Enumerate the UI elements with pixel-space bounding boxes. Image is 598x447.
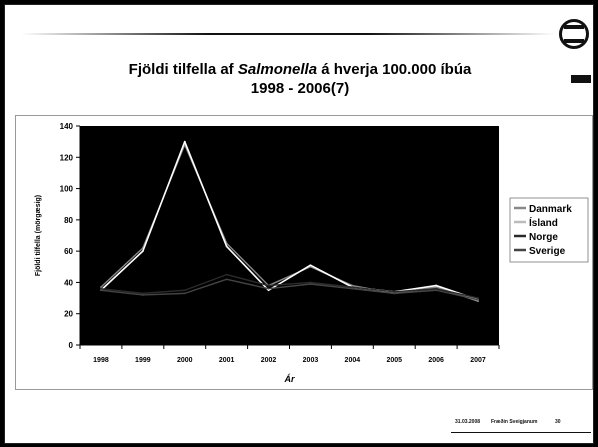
data-point [225,278,228,281]
data-point [267,287,270,290]
data-point [477,297,479,299]
data-point [141,292,144,295]
side-marker [571,75,591,83]
y-tick-label: 140 [60,122,74,131]
data-point [309,264,312,267]
data-point [100,287,102,290]
x-tick-label: 1998 [93,357,109,364]
line-chart: 0 20 40 60 80 100 120 140 1998 1999 2000 2001 2002 20… [35,122,589,384]
footer-date: 31.03.2008 [455,419,481,425]
data-point [141,250,144,253]
circular-logo-icon [559,19,589,49]
data-point [183,140,186,143]
title-part-1: Fjöldi tilfella af [128,61,238,78]
data-point [435,286,438,289]
x-tick-label: 1999 [135,357,151,364]
x-tick-label: 2006 [428,357,444,364]
legend-label: Danmark [529,204,572,215]
data-point [225,245,228,248]
data-point [435,289,438,292]
data-point [351,286,354,289]
y-tick-label: 60 [64,247,73,256]
x-tick-label: 2007 [470,357,486,364]
y-tick-label: 100 [60,185,74,194]
page-number: 30 [555,419,561,425]
slide: Fjöldi tilfella af Salmonella á hverja 1… [4,4,594,444]
data-point [141,294,144,296]
data-point [225,273,228,276]
data-point [309,281,312,284]
y-tick-label: 80 [64,216,73,225]
slide-title: Fjöldi tilfella af Salmonella á hverja 1… [65,60,535,98]
data-point [100,286,102,289]
x-tick-label: 2003 [303,357,319,364]
series-line-sverige [100,278,479,301]
series-line-ísland [100,140,479,301]
x-tick-label: 2004 [345,357,361,364]
data-point [309,283,312,285]
plot-area [80,126,499,345]
data-point [100,289,102,292]
legend-label: Ísland [529,216,558,229]
chart-area: 0 20 40 60 80 100 120 140 1998 1999 2000 2001 2002 20… [15,115,593,390]
data-point [183,292,186,295]
x-tick-label: 2001 [219,357,235,364]
data-point [183,289,186,292]
y-axis-label: Fjöldi tilfella (mörgæsig) [35,195,42,276]
title-years: 1998 - 2006(7) [250,80,350,97]
header-divider [21,33,555,35]
x-axis-label: Ár [283,374,294,384]
data-point [477,300,479,303]
data-point [435,287,438,290]
y-tick-label: 120 [60,153,74,162]
legend-label: Sverige [529,246,566,257]
data-point [477,298,479,301]
data-point [351,287,354,290]
y-tick-label: 20 [64,310,73,319]
x-tick-label: 2002 [261,357,277,364]
legend-label: Norge [529,232,558,243]
x-tick-label: 2005 [386,357,402,364]
footer-name: Fræðin Sveigjanum [491,419,538,425]
data-point [267,284,270,287]
y-tick-label: 0 [69,341,74,350]
title-italic: Salmonella [237,61,318,78]
data-point [267,289,270,292]
data-point [393,292,396,295]
data-point [393,290,396,293]
y-tick-label: 40 [64,278,73,287]
title-part-3: á hverja 100.000 íbúa [317,61,472,78]
footer-divider [451,432,591,433]
series-line-norge [100,273,479,299]
x-tick-label: 2000 [177,357,193,364]
data-point [435,284,438,287]
